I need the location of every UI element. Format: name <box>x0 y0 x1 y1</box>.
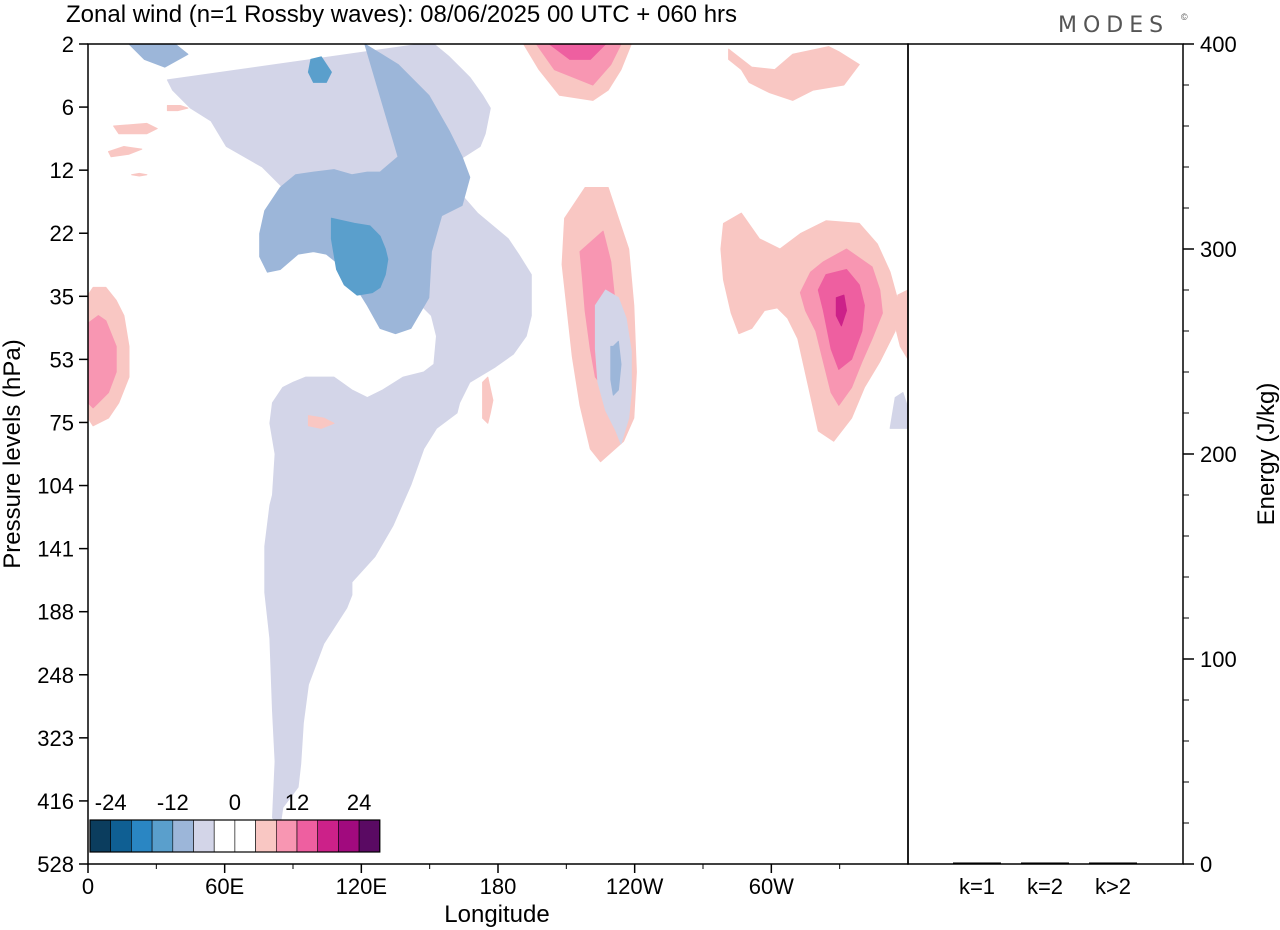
energy-bar <box>1021 862 1069 864</box>
energy-tick-label: 200 <box>1200 442 1237 467</box>
colorbar-label: -24 <box>95 790 127 815</box>
contour-pos14 <box>307 415 335 429</box>
x-tick-label: 0 <box>82 874 94 899</box>
contour-pos17 <box>113 122 158 135</box>
colorbar-swatch <box>234 819 256 853</box>
energy-bars: k=1 k=2 k>2 <box>953 862 1137 899</box>
colorbar-swatch <box>213 819 236 853</box>
x-tick-label: 60W <box>749 874 794 899</box>
brand-logo: MODES <box>1058 13 1169 38</box>
colorbar-swatch <box>131 819 153 853</box>
axes: 0 60E 120E 180 120W 60W 2 6 12 22 35 53 75 104 141 188 2… <box>37 32 1236 899</box>
y-tick-label: 35 <box>50 284 74 309</box>
y-tick-label: 528 <box>37 852 74 877</box>
contour-field <box>87 43 909 827</box>
energy-tick-label: 400 <box>1200 32 1237 57</box>
colorbar-swatch <box>151 819 174 853</box>
y-tick-label: 141 <box>37 537 74 562</box>
y-tick-label: 75 <box>50 410 74 435</box>
colorbar-swatch <box>317 819 339 853</box>
colorbar: -24 -12 0 12 24 <box>89 790 381 853</box>
contour-pos19 <box>894 289 909 360</box>
contour-pos13 <box>482 376 494 424</box>
energy-tick-label: 100 <box>1200 647 1237 672</box>
contour-neg6 <box>889 392 909 429</box>
y-tick-label: 188 <box>37 600 74 625</box>
colorbar-swatch <box>358 819 381 853</box>
y-tick-label: 104 <box>37 474 74 499</box>
y-tick-label: 6 <box>62 95 74 120</box>
x-tick-label: 180 <box>480 874 517 899</box>
colorbar-label: -12 <box>157 790 189 815</box>
energy-axis-title: Energy (J/kg) <box>1253 383 1280 526</box>
contour-pos16 <box>108 146 143 158</box>
y-axis-title: Pressure levels (hPa) <box>0 339 26 568</box>
contour-neg1 <box>166 43 532 827</box>
contour-pos11 <box>87 315 117 409</box>
contour-pos9 <box>835 294 847 327</box>
colorbar-label: 12 <box>285 790 309 815</box>
y-tick-label: 22 <box>50 221 74 246</box>
y-tick-label: 2 <box>62 32 74 57</box>
energy-tick-label: 300 <box>1200 237 1237 262</box>
contour-neg8 <box>307 56 332 83</box>
energy-tick-label: 0 <box>1200 852 1212 877</box>
plot-frame <box>87 43 909 865</box>
x-axis-title: Longitude <box>444 901 549 928</box>
y-tick-label: 248 <box>37 663 74 688</box>
y-tick-label: 12 <box>50 158 74 183</box>
colorbar-swatch <box>172 819 194 853</box>
energy-panel-frame <box>907 43 1184 865</box>
x-tick-label: 60E <box>205 874 244 899</box>
contour-pos15 <box>166 105 189 112</box>
colorbar-swatch <box>89 819 112 853</box>
energy-category-label: k>2 <box>1095 874 1131 899</box>
contour-neg7 <box>128 43 189 68</box>
chart-title: Zonal wind (n=1 Rossby waves): 08/06/202… <box>66 1 737 28</box>
y-tick-label: 416 <box>37 789 74 814</box>
colorbar-swatch <box>255 819 277 853</box>
contour-pos12 <box>728 46 860 101</box>
contour-neg5 <box>610 340 622 396</box>
energy-bar <box>1089 862 1137 864</box>
colorbar-swatch <box>193 819 215 853</box>
contour-pos18 <box>131 172 148 177</box>
energy-category-label: k=1 <box>959 874 995 899</box>
colorbar-swatch <box>296 819 319 853</box>
contour-neg3 <box>330 217 389 296</box>
colorbar-swatch <box>338 819 360 853</box>
contour-neg2 <box>259 43 471 335</box>
x-tick-label: 120E <box>336 874 387 899</box>
y-tick-label: 323 <box>37 726 74 751</box>
brand-mark: © <box>1181 12 1188 22</box>
energy-category-label: k=2 <box>1027 874 1063 899</box>
y-tick-label: 53 <box>50 347 74 372</box>
colorbar-swatch <box>110 819 132 853</box>
colorbar-label: 24 <box>347 790 371 815</box>
x-tick-label: 120W <box>606 874 664 899</box>
colorbar-swatch <box>275 819 298 853</box>
colorbar-frame <box>89 819 381 853</box>
colorbar-label: 0 <box>229 790 241 815</box>
energy-bar <box>953 862 1001 864</box>
